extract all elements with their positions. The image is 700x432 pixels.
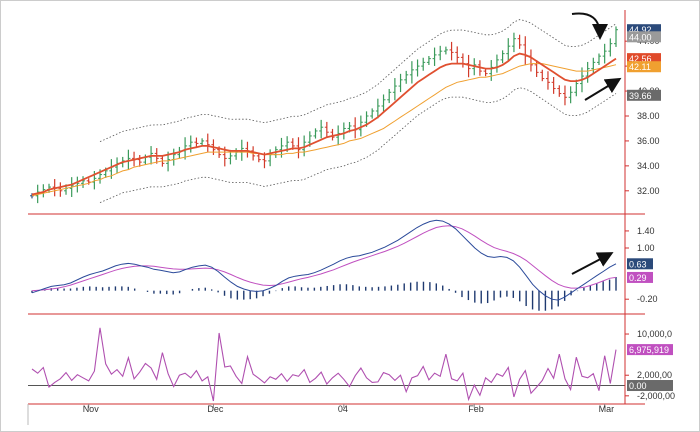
price-bar [256,153,261,163]
price-bar [370,108,375,119]
date-label: 04 [338,404,348,414]
price-up-arrow [584,77,622,101]
svg-text:42.56: 42.56 [629,54,652,64]
price-bar [358,115,363,137]
price-bar [205,133,210,152]
value-badge: 42.11 [627,61,661,73]
price-bar [324,121,329,138]
price-tick-label: 38.00 [637,111,660,121]
svg-text:39.66: 39.66 [629,91,652,101]
curved-arrow [571,12,608,40]
price-bar [381,94,386,112]
macd-up-arrow [571,252,614,275]
svg-text:0.29: 0.29 [629,273,647,283]
price-bar [200,138,205,147]
price-bar [426,56,431,65]
lower-band-line [99,87,617,203]
price-bar [438,45,443,61]
price-bar [596,53,601,65]
price-bar [568,86,573,104]
macd-tick-label: -0.20 [637,294,658,304]
value-badge: 44.92 [627,24,661,36]
price-bar [319,119,324,139]
price-bar [511,32,516,53]
price-bar [500,50,505,64]
price-bar [81,176,86,188]
price-bar [432,47,437,66]
volume-tick-label: 2,000,00 [637,370,672,380]
price-bar [375,98,380,119]
price-bar [188,135,193,153]
date-label: Mar [599,404,615,414]
macd-tick-label: 1.00 [637,243,655,253]
price-bar [602,43,607,64]
price-bar [387,89,392,104]
price-bar [506,38,511,62]
volume-line [31,327,617,402]
price-bar [591,57,596,74]
price-bar [614,26,618,47]
value-badge: 0.63 [627,258,653,270]
volume-tick-label: 10,000,0 [637,329,672,339]
svg-text:0.00: 0.00 [629,381,647,391]
price-bar [409,61,414,84]
price-bar [398,73,403,93]
value-badge: 44.00 [627,31,661,42]
svg-text:44.00: 44.00 [629,32,652,42]
volume-panel [28,327,625,402]
price-bar [557,85,562,97]
macd-tick-label: 1.40 [637,226,655,236]
upper-band-line [99,19,617,142]
price-bar [330,128,335,141]
ema-fast-line [31,52,617,196]
svg-text:44.92: 44.92 [629,25,652,35]
annotation-layer [571,12,622,275]
price-bar [313,128,318,139]
date-label: Dec [207,404,224,414]
price-bar [534,60,539,77]
svg-text:42.11: 42.11 [629,62,651,72]
date-label: Nov [83,404,100,414]
price-bar [608,38,613,57]
price-bar [404,70,409,84]
axis-layer: 44.0042.0040.0038.0036.0034.0032.0044.92… [27,10,675,425]
svg-text:6,975,919: 6,975,919 [629,345,669,355]
price-bar [574,79,579,97]
ema-slow-line [31,63,617,197]
date-label: Feb [468,404,484,414]
price-bar [551,77,556,94]
macd-panel [31,219,617,311]
price-bar [392,78,397,101]
price-bar [421,57,426,71]
macd-signal-line [31,225,617,292]
svg-text:0.63: 0.63 [629,259,647,269]
price-bar [449,41,454,61]
price-bar [517,34,522,49]
price-tick-label: 32.00 [637,186,660,196]
price-bar [443,46,448,55]
volume-tick-label: -2,000,00 [637,391,675,401]
price-tick-label: 36.00 [637,136,660,146]
price-bar [455,46,460,64]
price-panel [30,19,618,204]
price-bar [415,59,420,77]
price-bar [585,61,590,83]
price-bar [562,85,567,106]
price-bar [302,135,307,157]
value-badge: 0.00 [627,380,673,392]
value-badge: 39.66 [627,89,661,101]
price-tick-label: 34.00 [637,161,660,171]
value-badge: 6,975,919 [627,344,673,356]
macd-line [31,219,617,301]
value-badge: 0.29 [627,271,653,283]
price-bar [540,69,545,82]
value-badge: 42.56 [627,53,661,65]
price-bar [483,68,488,77]
price-bar [545,71,550,90]
